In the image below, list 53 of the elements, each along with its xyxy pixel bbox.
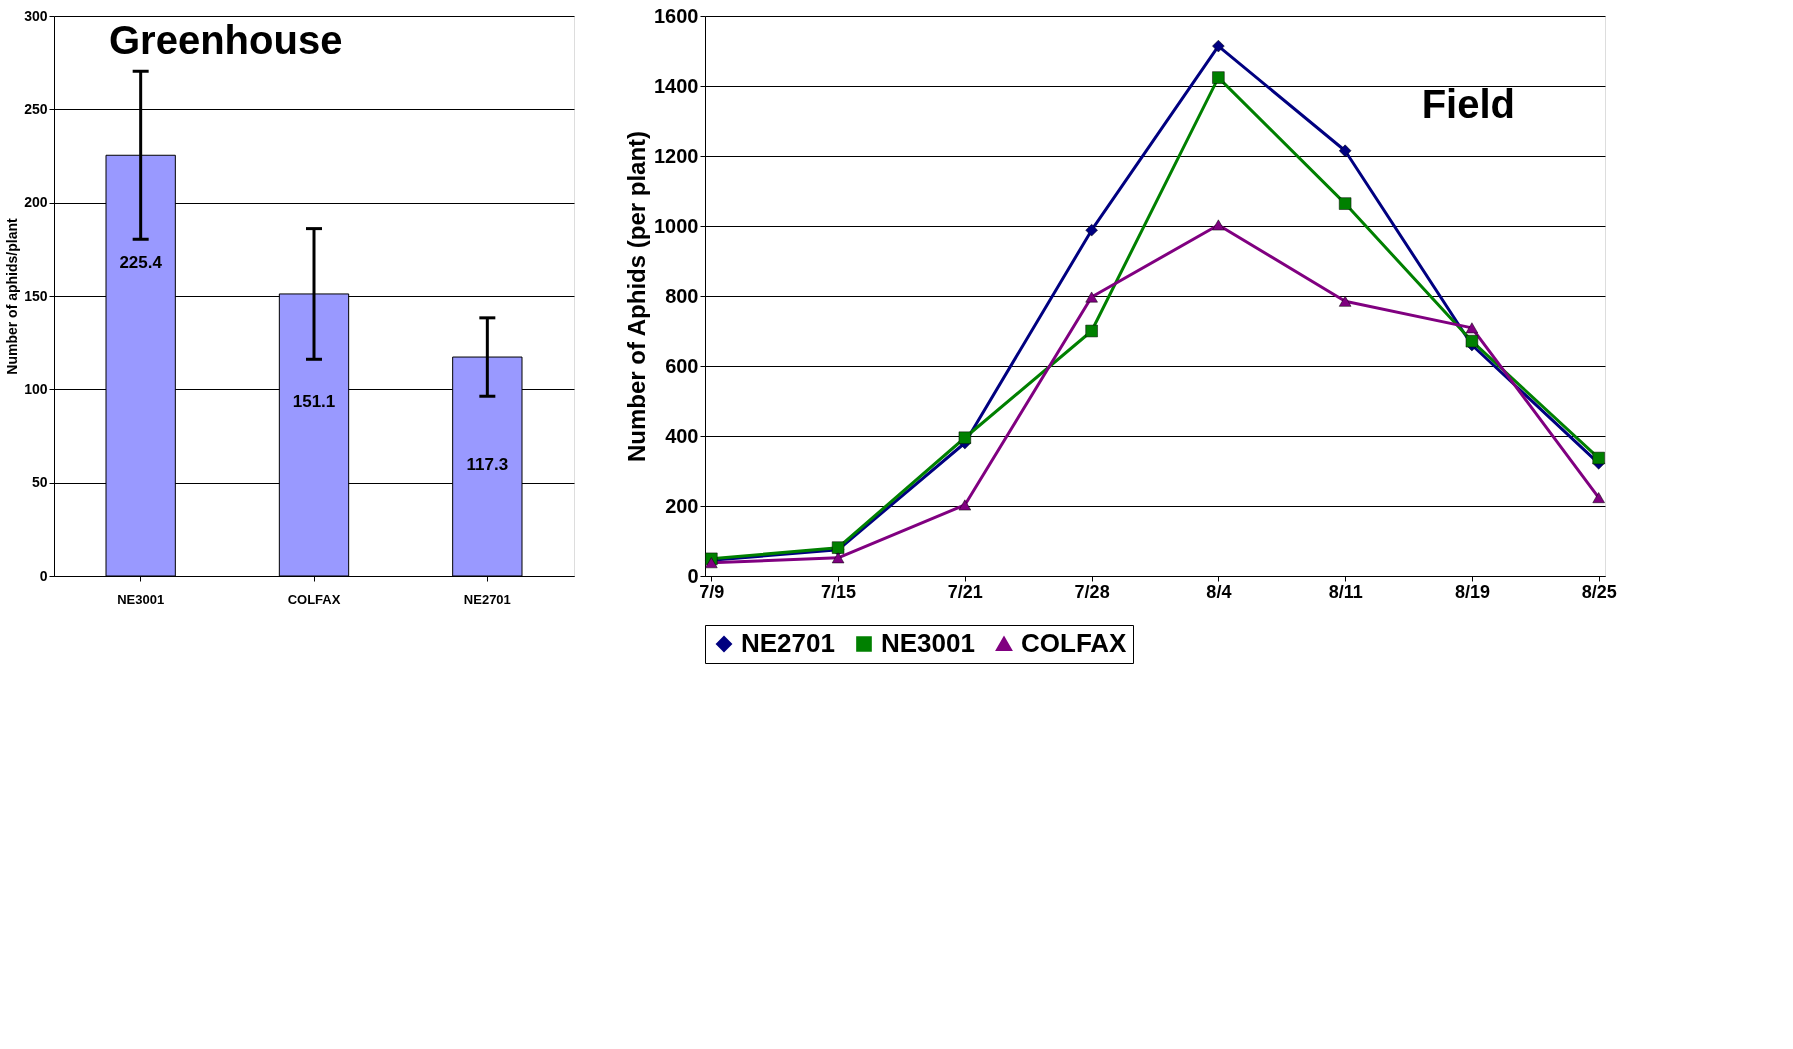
y-tick-label: 0 [39, 567, 48, 584]
y-tick-label: 800 [665, 284, 699, 307]
x-tick-label: 7/28 [1074, 581, 1110, 602]
point [1338, 144, 1352, 157]
point [1465, 334, 1479, 348]
y-axis-title: Number of aphids/plant [4, 218, 21, 375]
y-axis-title: Number of Aphids (per plant) [623, 130, 651, 463]
y-tick-label: 1000 [654, 214, 699, 237]
y-tick-label: 1600 [654, 4, 699, 27]
point [1338, 295, 1352, 307]
point [958, 499, 972, 511]
x-tick-label: 7/9 [699, 581, 725, 602]
x-tick-label: 8/4 [1206, 581, 1232, 602]
data-label: 225.4 [119, 253, 163, 273]
y-tick-label: 1400 [654, 74, 699, 97]
point [1085, 224, 1098, 237]
y-tick-label: 250 [24, 100, 48, 117]
y-tick-label: 1200 [654, 144, 699, 167]
point [1592, 451, 1605, 465]
point [1212, 39, 1225, 53]
y-tick-label: 200 [24, 194, 48, 211]
point [1465, 322, 1479, 334]
point [831, 552, 845, 564]
y-tick-label: 0 [687, 564, 699, 587]
text: Field [1421, 82, 1515, 126]
point [1212, 219, 1225, 231]
y-tick-label: 200 [665, 494, 699, 517]
y-tick-label: 100 [24, 380, 48, 397]
x-tick-label: 8/11 [1328, 581, 1363, 602]
x-tick-label: NE3001 [117, 591, 165, 607]
x-tick-label: NE2701 [463, 591, 511, 607]
y-tick-label: 50 [31, 474, 48, 491]
y-tick-label: 600 [665, 354, 699, 377]
legend-label: NE3001 [881, 628, 975, 658]
x-tick-label: 7/21 [947, 581, 983, 602]
y-tick-label: 400 [665, 424, 699, 447]
point [1212, 71, 1225, 84]
point [1338, 197, 1352, 210]
point [1592, 492, 1605, 503]
legend-label: COLFAX [1021, 628, 1128, 658]
legend-label: NE2701 [741, 628, 835, 658]
y-tick-label: 300 [24, 7, 48, 24]
y-tick-label: 150 [24, 287, 48, 304]
x-tick-label: 8/19 [1454, 581, 1490, 602]
data-label: 117.3 [466, 455, 509, 475]
data-label: 151.1 [292, 391, 336, 411]
chart-title: Greenhouse [109, 18, 343, 62]
x-tick-label: 7/15 [821, 581, 857, 602]
point [958, 431, 972, 444]
point [1085, 324, 1098, 338]
point [1085, 291, 1098, 303]
x-tick-label: COLFAX [287, 591, 341, 607]
x-tick-label: 8/25 [1581, 581, 1617, 602]
